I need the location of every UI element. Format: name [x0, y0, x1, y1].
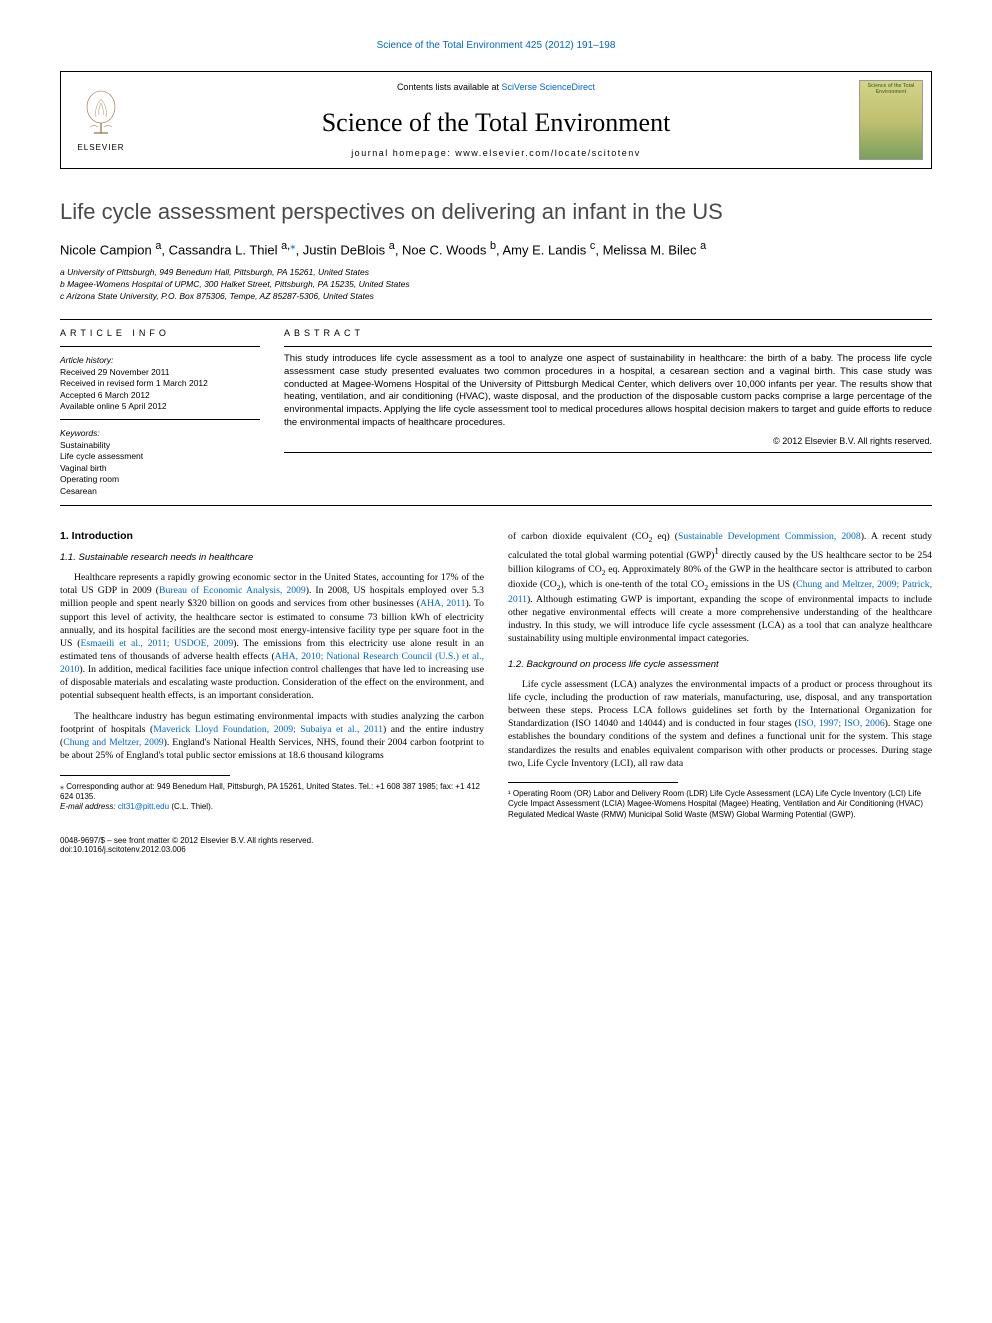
footer-doi: doi:10.1016/j.scitotenv.2012.03.006 — [60, 845, 313, 854]
footnote-divider-left — [60, 775, 230, 776]
abstract-column: ABSTRACT This study introduces life cycl… — [284, 328, 932, 497]
affiliation-b: b Magee-Womens Hospital of UPMC, 300 Hal… — [60, 279, 932, 291]
cover-title-text: Science of the Total Environment — [860, 81, 922, 97]
history-received: Received 29 November 2011 — [60, 367, 260, 378]
email-footnote: E-mail address: clt31@pitt.edu (C.L. Thi… — [60, 802, 484, 812]
journal-name: Science of the Total Environment — [141, 108, 851, 138]
keyword-3: Operating room — [60, 474, 260, 485]
divider-mid — [60, 505, 932, 506]
abstract-text: This study introduces life cycle assessm… — [284, 353, 932, 430]
history-revised: Received in revised form 1 March 2012 — [60, 378, 260, 389]
journal-cover: Science of the Total Environment — [851, 72, 931, 168]
authors-list: Nicole Campion a, Cassandra L. Thiel a,⁎… — [60, 239, 932, 257]
ref-maverick-2009[interactable]: Maverick Lloyd Foundation, 2009; Subaiya… — [153, 724, 383, 735]
ref-esmaeili-2011[interactable]: Esmaeili et al., 2011; USDOE, 2009 — [80, 638, 233, 649]
footer-issn: 0048-9697/$ – see front matter © 2012 El… — [60, 836, 313, 845]
ref-sdc-2008[interactable]: Sustainable Development Commission, 2008 — [678, 531, 861, 542]
keyword-1: Life cycle assessment — [60, 451, 260, 462]
contents-prefix: Contents lists available at — [397, 82, 502, 92]
divider-top — [60, 319, 932, 320]
right-column: of carbon dioxide equivalent (CO2 eq) (S… — [508, 530, 932, 820]
top-citation[interactable]: Science of the Total Environment 425 (20… — [60, 40, 932, 51]
copyright-line: © 2012 Elsevier B.V. All rights reserved… — [284, 436, 932, 446]
affiliations: a University of Pittsburgh, 949 Benedum … — [60, 267, 932, 303]
affiliation-c: c Arizona State University, P.O. Box 875… — [60, 291, 932, 303]
footnote-1: ¹ Operating Room (OR) Labor and Delivery… — [508, 789, 932, 820]
page-footer: 0048-9697/$ – see front matter © 2012 El… — [60, 836, 932, 854]
history-online: Available online 5 April 2012 — [60, 401, 260, 412]
ref-chung-2009[interactable]: Chung and Meltzer, 2009 — [63, 737, 163, 748]
ref-bea-2009[interactable]: Bureau of Economic Analysis, 2009 — [159, 585, 306, 596]
journal-homepage: journal homepage: www.elsevier.com/locat… — [141, 148, 851, 158]
contents-line: Contents lists available at SciVerse Sci… — [141, 82, 851, 92]
corresponding-author-footnote: ⁎ Corresponding author at: 949 Benedum H… — [60, 782, 484, 803]
article-info-column: ARTICLE INFO Article history: Received 2… — [60, 328, 260, 497]
abstract-divider-1 — [284, 346, 932, 347]
section-1-heading: 1. Introduction — [60, 530, 484, 542]
sciverse-link[interactable]: SciVerse ScienceDirect — [502, 82, 596, 92]
history-label: Article history: — [60, 355, 260, 365]
abstract-heading: ABSTRACT — [284, 328, 932, 338]
journal-header: ELSEVIER Contents lists available at Sci… — [60, 71, 932, 169]
paragraph-4: Life cycle assessment (LCA) analyzes the… — [508, 678, 932, 770]
ref-iso-1997[interactable]: ISO, 1997; ISO, 2006 — [798, 718, 885, 729]
section-1-1-heading: 1.1. Sustainable research needs in healt… — [60, 552, 484, 563]
section-1-2-heading: 1.2. Background on process life cycle as… — [508, 659, 932, 670]
publisher-logo: ELSEVIER — [61, 72, 141, 168]
email-name: (C.L. Thiel). — [171, 802, 213, 811]
keyword-2: Vaginal birth — [60, 463, 260, 474]
ref-aha-2011[interactable]: AHA, 2011 — [420, 598, 465, 609]
elsevier-tree-icon — [76, 89, 126, 139]
footer-left: 0048-9697/$ – see front matter © 2012 El… — [60, 836, 313, 854]
header-center: Contents lists available at SciVerse Sci… — [141, 72, 851, 168]
info-divider-2 — [60, 419, 260, 420]
article-title: Life cycle assessment perspectives on de… — [60, 199, 932, 225]
email-link[interactable]: clt31@pitt.edu — [118, 802, 169, 811]
info-divider-1 — [60, 346, 260, 347]
keyword-4: Cesarean — [60, 486, 260, 497]
footnote-divider-right — [508, 782, 678, 783]
paragraph-3: of carbon dioxide equivalent (CO2 eq) (S… — [508, 530, 932, 645]
paragraph-1: Healthcare represents a rapidly growing … — [60, 571, 484, 702]
left-column: 1. Introduction 1.1. Sustainable researc… — [60, 530, 484, 820]
publisher-name: ELSEVIER — [77, 143, 124, 152]
paragraph-2: The healthcare industry has begun estima… — [60, 710, 484, 762]
body-columns: 1. Introduction 1.1. Sustainable researc… — [60, 530, 932, 820]
email-label: E-mail address: — [60, 802, 116, 811]
affiliation-a: a University of Pittsburgh, 949 Benedum … — [60, 267, 932, 279]
history-accepted: Accepted 6 March 2012 — [60, 390, 260, 401]
abstract-divider-2 — [284, 452, 932, 453]
keyword-0: Sustainability — [60, 440, 260, 451]
article-info-heading: ARTICLE INFO — [60, 328, 260, 338]
keywords-label: Keywords: — [60, 428, 260, 438]
cover-thumbnail: Science of the Total Environment — [859, 80, 923, 160]
